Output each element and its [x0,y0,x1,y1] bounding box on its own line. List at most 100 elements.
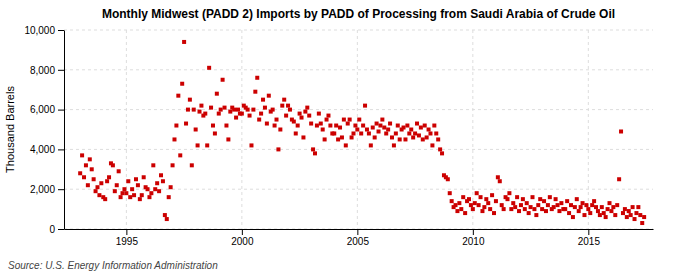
point [398,137,402,141]
point [353,124,357,128]
point [328,124,332,128]
point [228,110,232,114]
point [105,179,109,183]
point [421,137,425,141]
point [224,124,228,128]
point [515,195,519,199]
x-tick-mark [126,229,127,235]
point [511,201,515,205]
point [538,197,542,201]
point [488,207,492,211]
y-axis: 02,0004,0006,0008,00010,000 [24,25,64,235]
point [257,118,261,122]
x-tick-label: 2010 [462,236,485,247]
point [396,124,400,128]
point [407,131,411,135]
point [78,171,82,175]
point [527,211,531,215]
point [563,207,567,211]
grid-line-x [588,30,589,229]
point [598,213,602,217]
point [94,189,98,193]
point [115,183,119,187]
point [419,126,423,130]
point [190,163,194,167]
point [477,203,481,207]
grid-line-y [64,30,653,31]
point [188,98,192,102]
point [625,215,629,219]
point [209,106,213,110]
point [490,193,494,197]
point [313,151,317,155]
point [502,207,506,211]
point [344,143,348,147]
point [251,108,255,112]
grid-line-y [64,69,653,70]
point [479,195,483,199]
point [602,211,606,215]
point [534,213,538,217]
point [273,124,277,128]
point [261,98,265,102]
point [475,191,479,195]
point [505,197,509,201]
point [473,201,477,205]
point [388,122,392,126]
point [307,114,311,118]
point [165,217,169,221]
point [428,131,432,135]
point [629,213,633,217]
point [579,205,583,209]
point [423,124,427,128]
point [386,128,390,132]
point [378,124,382,128]
x-tick: 1995 [116,229,139,247]
point [615,203,619,207]
y-tick-mark [58,110,64,111]
point [600,205,604,209]
point [461,195,465,199]
point [546,203,550,207]
point [577,209,581,213]
point [627,209,631,213]
point [348,118,352,122]
y-tick: 10,000 [24,25,64,36]
point [249,143,253,147]
grid [64,30,653,229]
point [153,187,157,191]
point [609,209,613,213]
point [496,175,500,179]
y-tick-label: 4,000 [30,144,55,155]
point [621,211,625,215]
point [265,122,269,126]
point [136,183,140,187]
point [298,112,302,116]
point [234,116,238,120]
point [536,203,540,207]
point [457,201,461,205]
point [259,112,263,116]
point [405,124,409,128]
point [124,191,128,195]
point [99,181,103,185]
point [217,112,221,116]
point [592,199,596,203]
grid-line-x [241,30,242,229]
point [640,221,644,225]
point [357,118,361,122]
point [531,195,535,199]
point [590,203,594,207]
point [334,124,338,128]
point [303,110,307,114]
point [223,106,227,110]
y-tick-label: 10,000 [24,25,55,36]
point [523,207,527,211]
x-tick: 2000 [231,229,254,247]
x-tick-mark [588,229,589,235]
grid-line-x [126,30,127,229]
point [532,207,536,211]
y-tick-mark [58,189,64,190]
y-tick-mark [58,70,64,71]
point [107,175,111,179]
